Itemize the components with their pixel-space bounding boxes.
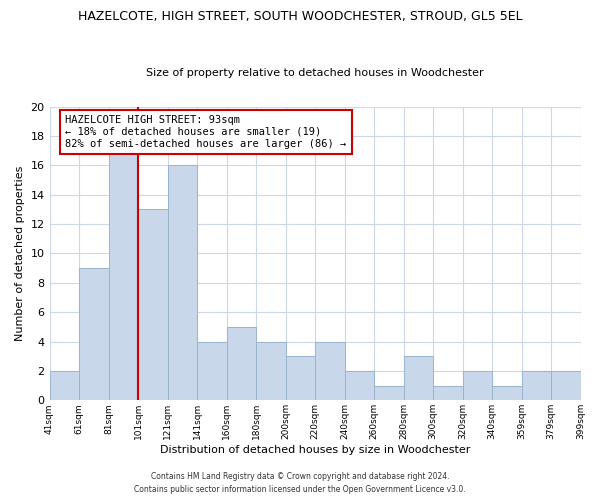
Bar (227, 327, 256, 400)
Text: HAZELCOTE HIGH STREET: 93sqm
← 18% of detached houses are smaller (19)
82% of se: HAZELCOTE HIGH STREET: 93sqm ← 18% of de… (65, 116, 347, 148)
Title: Size of property relative to detached houses in Woodchester: Size of property relative to detached ho… (146, 68, 484, 78)
Bar (433, 386, 463, 400)
X-axis label: Distribution of detached houses by size in Woodchester: Distribution of detached houses by size … (160, 445, 470, 455)
Y-axis label: Number of detached properties: Number of detached properties (15, 166, 25, 341)
Bar (344, 371, 374, 400)
Bar (492, 386, 521, 400)
Bar (138, 210, 167, 400)
Bar (256, 342, 286, 400)
Bar (404, 356, 433, 401)
Bar (551, 371, 581, 400)
Bar (79, 268, 109, 400)
Bar (109, 150, 138, 400)
Bar (197, 342, 227, 400)
Bar (463, 371, 492, 400)
Text: HAZELCOTE, HIGH STREET, SOUTH WOODCHESTER, STROUD, GL5 5EL: HAZELCOTE, HIGH STREET, SOUTH WOODCHESTE… (77, 10, 523, 23)
Bar (521, 371, 551, 400)
Bar (374, 386, 404, 400)
Bar (286, 356, 315, 401)
Bar (50, 371, 79, 400)
Bar (315, 342, 344, 400)
Text: Contains HM Land Registry data © Crown copyright and database right 2024.
Contai: Contains HM Land Registry data © Crown c… (134, 472, 466, 494)
Bar (167, 166, 197, 400)
